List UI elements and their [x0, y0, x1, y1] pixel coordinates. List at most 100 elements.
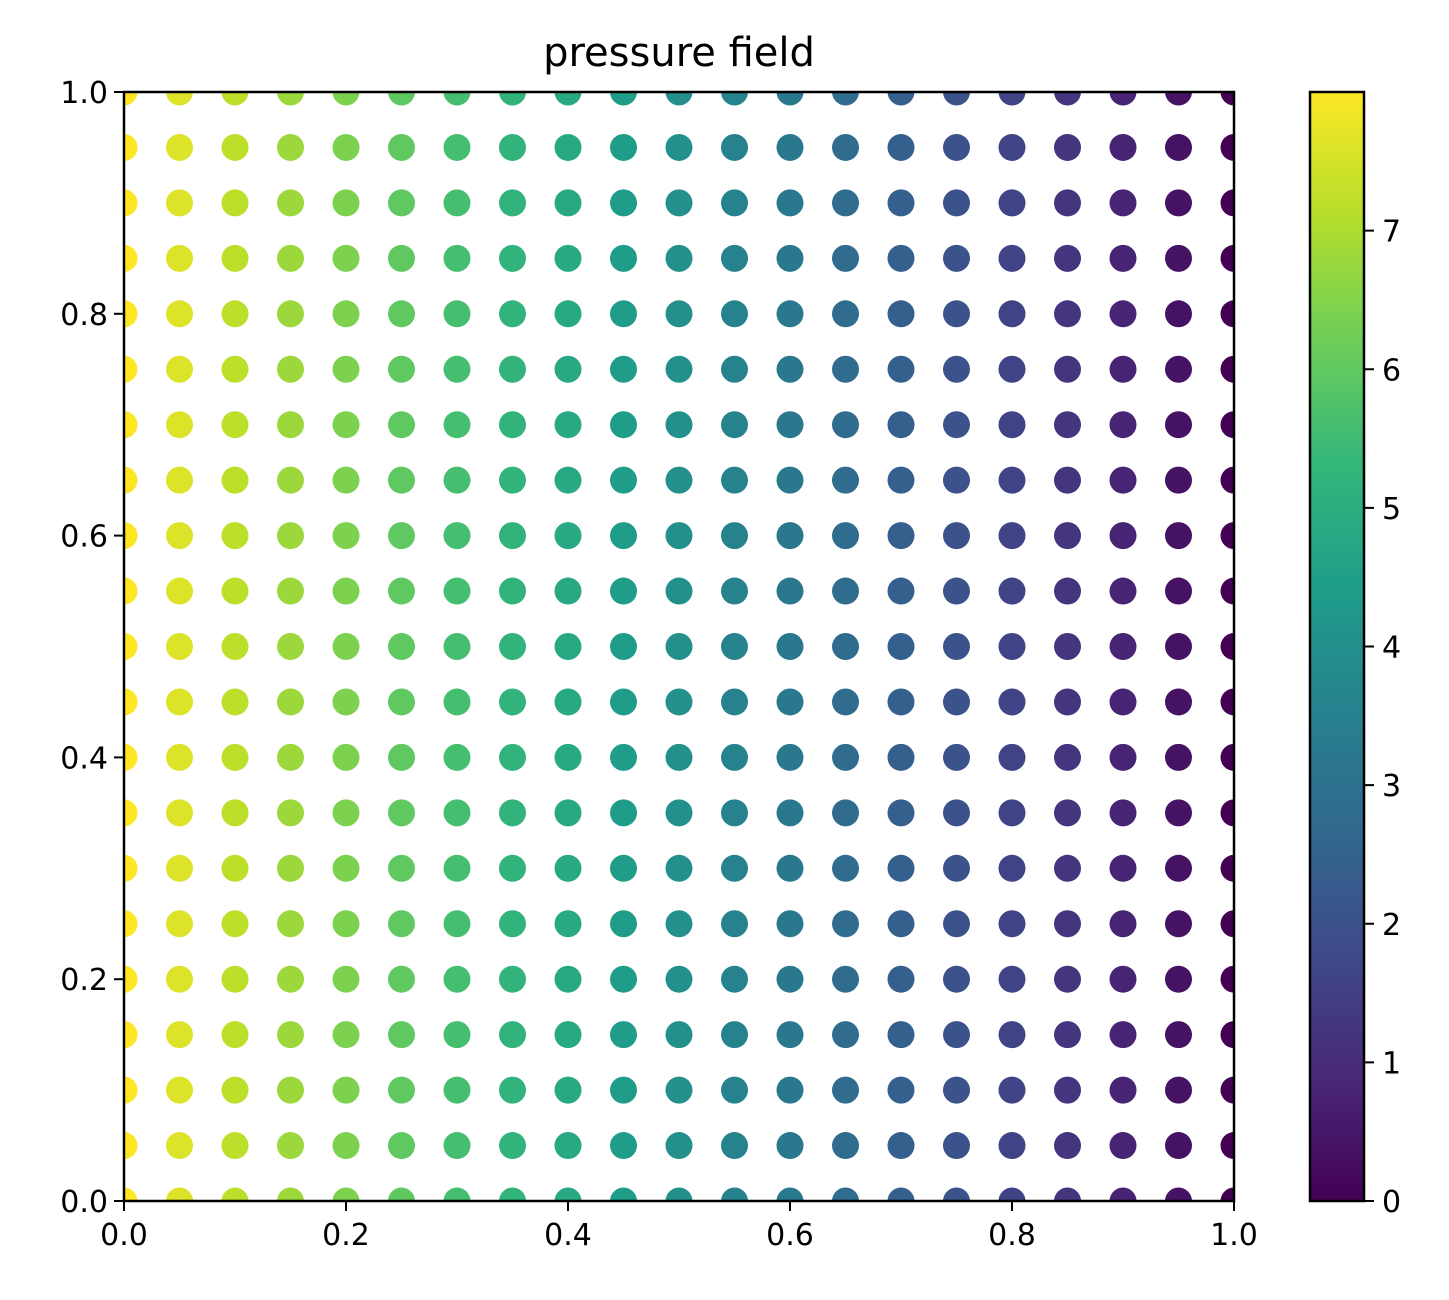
scatter-point [887, 466, 915, 494]
scatter-point [776, 854, 804, 882]
scatter-point [776, 411, 804, 439]
scatter-point [943, 92, 970, 106]
scatter-point [443, 854, 471, 882]
scatter-point [1220, 688, 1234, 716]
scatter-point [443, 633, 471, 660]
scatter-point [388, 133, 415, 161]
scatter-point [1165, 633, 1192, 660]
scatter-point [721, 1076, 748, 1104]
scatter-point [776, 300, 804, 328]
scatter-point [665, 244, 693, 272]
scatter-point [887, 1132, 915, 1160]
scatter-point [388, 1132, 415, 1160]
colorbar-tick-label: 7 [1382, 215, 1401, 250]
scatter-point [998, 965, 1026, 993]
scatter-point [554, 1132, 582, 1160]
scatter-point [554, 577, 582, 605]
scatter-point [832, 133, 859, 161]
scatter-point [1109, 633, 1137, 660]
scatter-point [1165, 133, 1192, 161]
scatter-point [1054, 577, 1081, 605]
scatter-point [332, 743, 360, 771]
scatter-point [1165, 688, 1192, 716]
scatter-point [554, 522, 582, 550]
scatter-point [499, 133, 526, 161]
scatter-point [721, 522, 748, 550]
scatter-point [554, 910, 582, 938]
scatter-point [1054, 244, 1081, 272]
scatter-point [776, 92, 804, 106]
scatter-point [998, 92, 1026, 106]
scatter-point [776, 743, 804, 771]
scatter-point [388, 1076, 415, 1104]
scatter-point [499, 1187, 526, 1201]
scatter-point [665, 133, 693, 161]
scatter-point [1165, 799, 1192, 827]
scatter-point [610, 910, 637, 938]
scatter-point [943, 466, 970, 494]
scatter-point [887, 577, 915, 605]
scatter-point [776, 1132, 804, 1160]
colorbar-tick-label: 3 [1382, 769, 1401, 804]
scatter-point [776, 522, 804, 550]
scatter-point [943, 1187, 970, 1201]
scatter-point [665, 411, 693, 439]
scatter-point [943, 300, 970, 328]
scatter-point [832, 1187, 859, 1201]
scatter-point [1054, 743, 1081, 771]
scatter-point [443, 244, 471, 272]
scatter-point [832, 300, 859, 328]
scatter-point [943, 910, 970, 938]
scatter-point [887, 189, 915, 217]
scatter-point [1165, 1132, 1192, 1160]
scatter-point [943, 633, 970, 660]
scatter-point [1109, 799, 1137, 827]
scatter-point [332, 244, 360, 272]
scatter-point [554, 799, 582, 827]
colorbar-tick-label: 6 [1382, 353, 1401, 388]
scatter-point [277, 1132, 304, 1160]
scatter-point [554, 244, 582, 272]
scatter-point [721, 633, 748, 660]
scatter-point [554, 1076, 582, 1104]
scatter-point [1109, 355, 1137, 383]
scatter-point [277, 633, 304, 660]
scatter-point [721, 688, 748, 716]
scatter-point [499, 189, 526, 217]
scatter-point [332, 1187, 360, 1201]
scatter-point [943, 244, 970, 272]
scatter-point [277, 466, 304, 494]
scatter-point [277, 799, 304, 827]
scatter-point [124, 688, 138, 716]
scatter-point [1220, 965, 1234, 993]
scatter-points [124, 92, 1234, 1201]
scatter-point [887, 743, 915, 771]
scatter-point [554, 1021, 582, 1049]
scatter-point [221, 688, 249, 716]
scatter-point [1054, 1021, 1081, 1049]
scatter-point [443, 743, 471, 771]
scatter-point [1054, 633, 1081, 660]
scatter-point [1109, 577, 1137, 605]
scatter-point [443, 522, 471, 550]
scatter-point [776, 1076, 804, 1104]
scatter-point [277, 743, 304, 771]
scatter-point [554, 743, 582, 771]
scatter-point [998, 1076, 1026, 1104]
scatter-point [499, 854, 526, 882]
x-tick-label: 0.0 [100, 1218, 148, 1253]
scatter-point [1220, 910, 1234, 938]
scatter-point [1054, 355, 1081, 383]
scatter-point [277, 411, 304, 439]
scatter-point [721, 743, 748, 771]
scatter-point [610, 577, 637, 605]
scatter-point [1109, 411, 1137, 439]
scatter-point [832, 799, 859, 827]
scatter-point [1165, 910, 1192, 938]
scatter-point [1165, 92, 1192, 106]
scatter-point [610, 522, 637, 550]
scatter-point [124, 1076, 138, 1104]
scatter-point [499, 411, 526, 439]
x-tick-label: 0.6 [766, 1218, 814, 1253]
scatter-point [887, 133, 915, 161]
